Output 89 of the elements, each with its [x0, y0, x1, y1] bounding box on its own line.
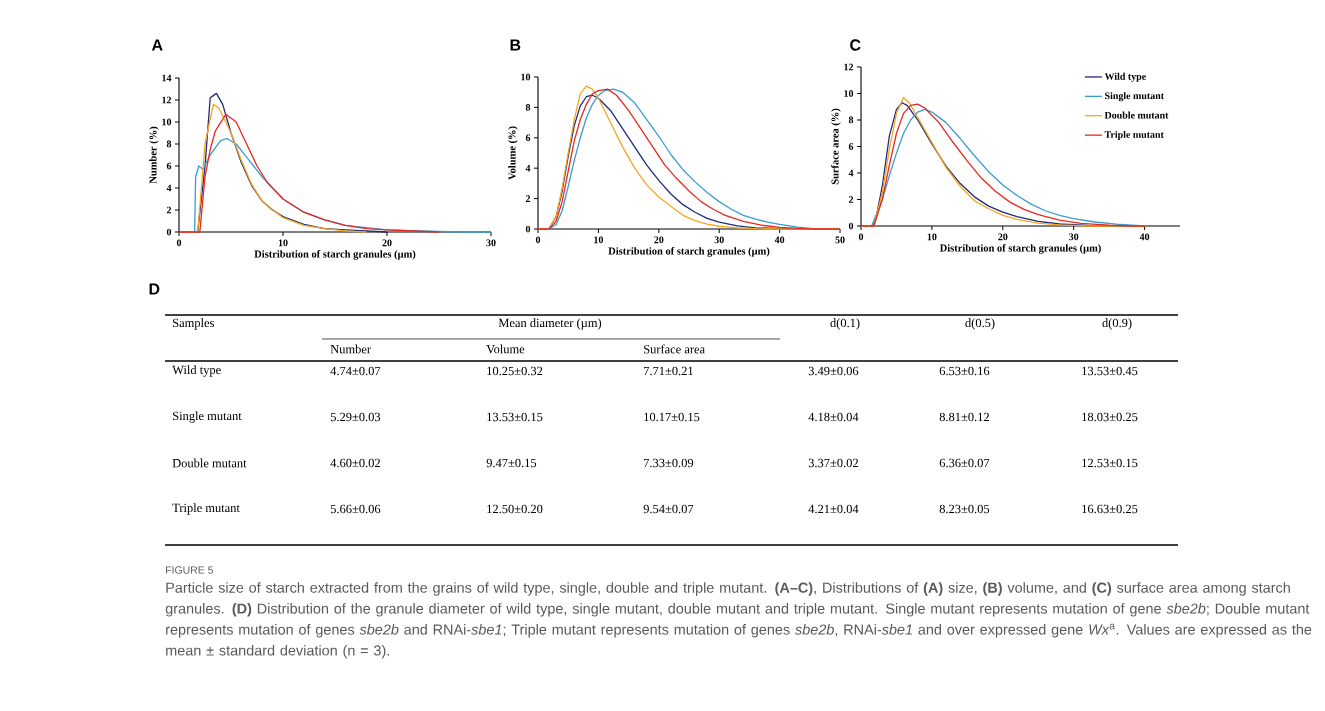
text: d(0.1)	[830, 318, 860, 330]
text: 5.66±0.06	[330, 504, 381, 514]
y-tick-label: 10	[521, 73, 531, 81]
text: d(0.9)	[1102, 318, 1132, 330]
text: 6.36±0.07	[939, 458, 990, 468]
x-tick-label: 40	[1139, 233, 1150, 241]
chart-title: C	[850, 39, 861, 51]
line-series	[178, 113, 440, 233]
y-tick-label: 2	[525, 195, 531, 202]
text: 3.37±0.02	[808, 458, 858, 468]
text: Particle size of starch extracted from the grains of wild type, single, double and triple mutant. (A–C), Distributions of (A) size, (B) volume, and (C) surface area among starch granules. (D) Distribution of the granule diameter of wild type, single mutant, double mutant and triple mutant. Single mutant represents mutation of gene sbe2b; Double mutant represents mutation of genes sbe2b and RNAi-sbe1; Triple mutant represents mutation of genes sbe2b, RNAi-sbe1 and over expressed gene Wx$^{a}$. Values are expressed as the mean ± standard deviation (n = 3).	[165, 582, 1312, 659]
text: 8.81±0.12	[939, 412, 989, 422]
y-tick-label: 14	[162, 74, 172, 82]
y-tick-label: 0	[166, 228, 172, 236]
x-tick-label: 20	[998, 233, 1008, 241]
text: 9.54±0.07	[643, 504, 694, 514]
chart-title: A	[151, 39, 163, 51]
x-tick-label: 30	[486, 239, 496, 247]
x-axis-title: Distribution of starch granules (µm)	[608, 247, 770, 257]
x-tick-label: 30	[714, 236, 724, 244]
x-tick-label: 0	[858, 233, 864, 241]
text: 13.53±0.15	[487, 412, 543, 422]
x-tick-label: 0	[176, 239, 182, 247]
x-tick-label: 20	[654, 236, 664, 244]
x-tick-label: 50	[835, 236, 845, 244]
text: 16.63±0.25	[1082, 504, 1138, 514]
text: Double mutant	[172, 458, 247, 468]
y-tick-label: 0	[525, 225, 531, 233]
text: 7.71±0.21	[644, 366, 693, 376]
x-tick-label: 40	[774, 236, 785, 244]
y-tick-label: 8	[525, 104, 531, 111]
y-tick-label: 12	[162, 96, 172, 104]
text: 3.49±0.06	[808, 366, 859, 376]
y-tick-label: 10	[844, 90, 854, 97]
text: 10.25±0.32	[487, 366, 543, 376]
y-tick-label: 10	[162, 118, 172, 126]
legend-label: Wild type	[1104, 72, 1146, 82]
text: Number	[330, 344, 371, 354]
x-tick-label: 20	[382, 239, 392, 247]
chart-title: B	[510, 39, 521, 51]
caption: FIGURE 5	[166, 566, 213, 574]
y-tick-label: 8	[166, 140, 172, 148]
text: D	[149, 283, 160, 295]
text: Mean diameter (µm)	[498, 318, 602, 330]
x-tick-label: 30	[1069, 233, 1079, 241]
text: d(0.5)	[965, 318, 995, 330]
text: 12.53±0.15	[1082, 458, 1138, 468]
y-tick-label: 2	[848, 196, 854, 203]
x-tick-label: 10	[594, 236, 604, 244]
text: Triple mutant	[172, 503, 240, 515]
y-axis-title: Number (%)	[149, 126, 159, 184]
text: Wild type	[172, 365, 221, 377]
y-tick-label: 6	[166, 162, 172, 170]
text: 4.60±0.02	[330, 458, 380, 468]
text: 7.33±0.09	[644, 458, 694, 468]
text: 4.74±0.07	[330, 366, 381, 376]
y-tick-label: 8	[848, 116, 854, 124]
y-tick-label: 6	[848, 143, 854, 150]
legend-label: Single mutant	[1105, 92, 1164, 102]
text: 12.50±0.20	[487, 504, 543, 514]
text: Samples	[173, 318, 214, 330]
text: 4.18±0.04	[808, 412, 859, 422]
text: Volume	[486, 344, 525, 354]
x-tick-label: 10	[927, 233, 937, 241]
y-tick-label: 4	[525, 164, 531, 172]
y-axis-title: Volume (%)	[508, 126, 518, 180]
text: 18.03±0.25	[1082, 412, 1138, 422]
y-tick-label: 6	[525, 134, 531, 142]
legend-label: Triple mutant	[1104, 130, 1164, 140]
y-tick-label: 12	[844, 63, 854, 71]
text: 6.53±0.16	[939, 366, 990, 376]
y-axis-title: Surface area (%)	[831, 108, 841, 185]
text: 8.23±0.05	[939, 504, 990, 514]
text: Surface area	[644, 344, 705, 354]
legend-label: Double mutant	[1104, 111, 1169, 119]
text: Single mutant	[173, 411, 242, 423]
x-axis-title: Distribution of starch granules (µm)	[254, 250, 416, 260]
text: 9.47±0.15	[486, 458, 537, 468]
text: 5.29±0.03	[330, 412, 381, 422]
y-tick-label: 0	[848, 222, 854, 230]
x-axis-title: Distribution of starch granules (µm)	[939, 244, 1101, 254]
y-tick-label: 2	[166, 206, 172, 214]
text: 4.21±0.04	[808, 504, 859, 514]
x-tick-label: 10	[278, 239, 288, 247]
y-tick-label: 4	[166, 184, 172, 192]
text: 10.17±0.15	[644, 412, 700, 422]
y-tick-label: 4	[848, 169, 854, 177]
x-tick-label: 0	[535, 236, 541, 244]
text: 13.53±0.45	[1082, 366, 1138, 376]
